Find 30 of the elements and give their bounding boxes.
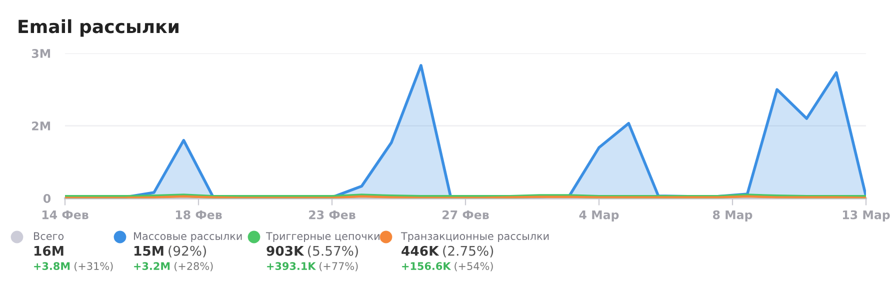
text: +3.8M [34,262,70,270]
text: 903K [266,246,304,256]
text: (2.75%) [443,246,494,258]
text: 446K [402,246,440,256]
text: +393.1K [267,262,316,270]
chart-title: Email рассылки [18,19,178,37]
text: +3.2M [134,262,170,270]
text: (+77%) [320,262,358,272]
y-tick-label: 2M [32,122,50,130]
text: Всего [34,232,64,240]
text: +156.6K [402,262,452,270]
x-tick-label: 4 Мар [579,210,619,222]
text: 15M [134,246,164,256]
text: (+54%) [454,262,493,272]
x-tick-label: 18 Фев [176,210,222,220]
x-tick-label: 27 Фев [442,210,489,220]
text: 16M [34,246,64,256]
text: (5.57%) [308,246,358,258]
y-tick-label: 0 [43,194,51,203]
x-tick-label: 14 Фев [42,210,88,220]
x-tick-label: 23 Фев [309,210,356,220]
y-tick-label: 3M [32,49,50,58]
x-tick-label: 8 Мар [712,210,752,222]
legend-label: Триггерные цепочки [266,232,380,242]
text: (92%) [168,246,206,258]
legend-label: Массовые рассылки [134,232,242,242]
text: (+28%) [174,262,213,272]
legend-label: Транзакционные рассылки [400,232,549,242]
text: (+31%) [74,262,113,272]
x-tick-label: 13 Мар [842,210,890,222]
